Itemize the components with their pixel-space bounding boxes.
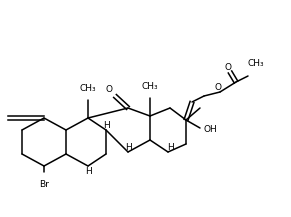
Text: O: O: [106, 85, 113, 94]
Text: OH: OH: [204, 125, 218, 135]
Text: CH₃: CH₃: [248, 59, 265, 69]
Text: H: H: [125, 143, 131, 153]
Text: H: H: [103, 122, 109, 130]
Text: CH₃: CH₃: [80, 84, 96, 93]
Text: O: O: [214, 84, 221, 92]
Text: O: O: [224, 64, 232, 72]
Text: H: H: [85, 168, 91, 176]
Text: CH₃: CH₃: [142, 82, 158, 91]
Text: Br: Br: [39, 180, 49, 189]
Text: H: H: [167, 143, 173, 153]
